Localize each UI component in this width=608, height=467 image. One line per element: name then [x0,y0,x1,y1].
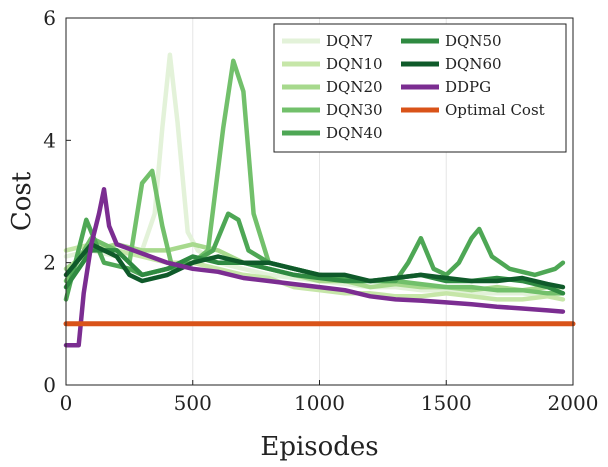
legend: DQN7 DQN10 DQN20 DQN30 DQN40 DQN50 DQN60 DDPG Op… [273,23,567,153]
legend-label: DQN40 [326,124,383,142]
series-line-dqn30 [63,58,566,296]
y-tick-label: 2 [43,251,56,275]
x-tick-label: 1000 [294,391,345,415]
legend-label: DQN30 [326,101,383,119]
axis-ticks: 0 500 1000 1500 2000 0 2 4 6 [43,6,598,415]
y-tick-label: 4 [43,128,56,152]
legend-label: DQN7 [326,32,373,50]
series-line-ddpg [63,187,566,348]
y-axis-label: Cost [7,171,37,231]
legend-label: Optimal Cost [445,101,545,119]
legend-label: DQN20 [326,78,383,96]
y-tick-label: 6 [43,6,56,30]
y-tick-label: 0 [43,373,56,397]
legend-label: DDPG [445,78,491,96]
x-tick-label: 0 [60,391,73,415]
x-tick-label: 500 [174,391,212,415]
series-line-dqn60 [63,242,566,290]
series-line-dqn7 [63,52,566,299]
legend-box [273,23,567,153]
x-tick-label: 2000 [548,391,599,415]
legend-label: DQN10 [326,55,383,73]
legend-label: DQN50 [445,32,502,50]
legend-label: DQN60 [445,55,502,73]
x-tick-label: 1500 [421,391,472,415]
x-axis-label: Episodes [260,432,378,462]
series-lines [63,52,576,348]
